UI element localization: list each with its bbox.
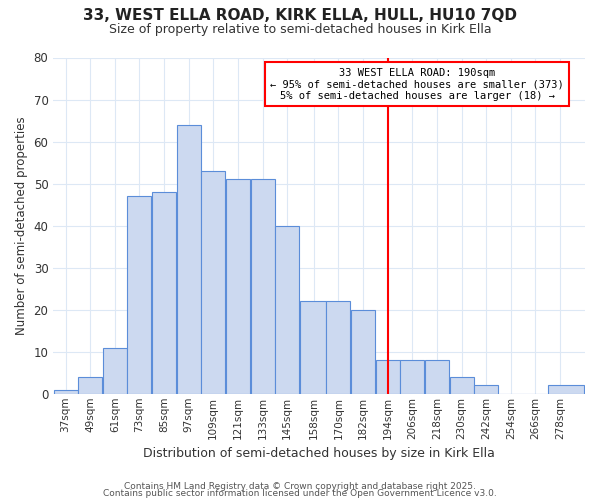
Bar: [351, 310, 375, 394]
Bar: [103, 348, 127, 394]
Bar: [176, 125, 200, 394]
X-axis label: Distribution of semi-detached houses by size in Kirk Ella: Distribution of semi-detached houses by …: [143, 447, 495, 460]
Text: 33 WEST ELLA ROAD: 190sqm
← 95% of semi-detached houses are smaller (373)
5% of : 33 WEST ELLA ROAD: 190sqm ← 95% of semi-…: [271, 68, 564, 101]
Bar: [201, 171, 226, 394]
Bar: [152, 192, 176, 394]
Text: Contains public sector information licensed under the Open Government Licence v3: Contains public sector information licen…: [103, 489, 497, 498]
Bar: [400, 360, 424, 394]
Y-axis label: Number of semi-detached properties: Number of semi-detached properties: [15, 116, 28, 335]
Bar: [326, 302, 350, 394]
Bar: [275, 226, 299, 394]
Text: 33, WEST ELLA ROAD, KIRK ELLA, HULL, HU10 7QD: 33, WEST ELLA ROAD, KIRK ELLA, HULL, HU1…: [83, 8, 517, 22]
Text: Size of property relative to semi-detached houses in Kirk Ella: Size of property relative to semi-detach…: [109, 22, 491, 36]
Bar: [449, 377, 473, 394]
Bar: [127, 196, 151, 394]
Text: Contains HM Land Registry data © Crown copyright and database right 2025.: Contains HM Land Registry data © Crown c…: [124, 482, 476, 491]
Bar: [425, 360, 449, 394]
Bar: [548, 386, 584, 394]
Bar: [53, 390, 77, 394]
Bar: [300, 302, 326, 394]
Bar: [474, 386, 498, 394]
Bar: [78, 377, 102, 394]
Bar: [251, 180, 275, 394]
Bar: [226, 180, 250, 394]
Bar: [376, 360, 400, 394]
